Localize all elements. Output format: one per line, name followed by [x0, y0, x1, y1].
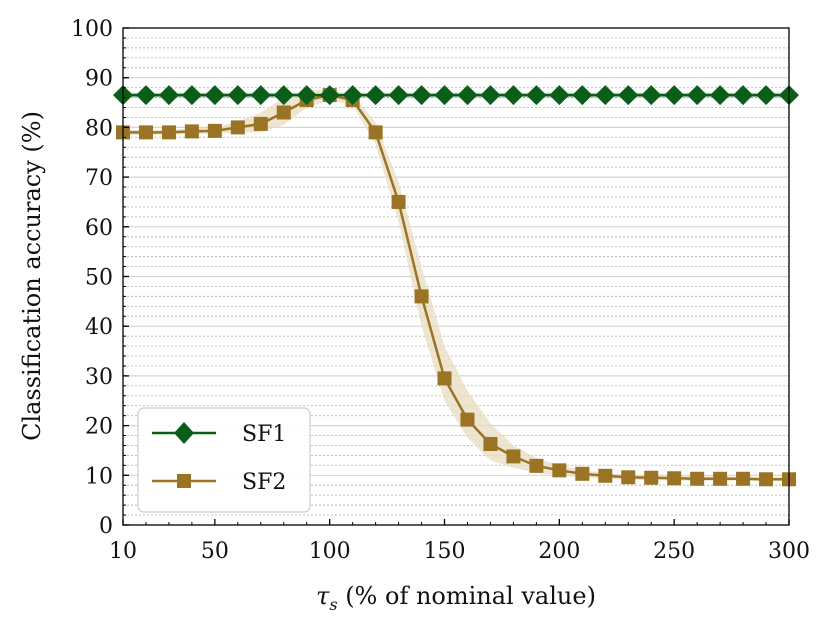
point-sf1 — [181, 85, 202, 106]
y-tick-label: 50 — [85, 266, 113, 291]
point-sf1 — [135, 85, 156, 106]
point-sf1 — [618, 85, 639, 106]
x-tick-label: 50 — [201, 539, 229, 564]
point-sf1 — [365, 85, 386, 106]
point-sf1 — [733, 85, 754, 106]
point-sf1 — [434, 85, 455, 106]
point-sf1 — [595, 85, 616, 106]
point-sf2 — [184, 124, 199, 139]
legend: SF1 SF2 — [137, 407, 311, 513]
y-tick-label: 10 — [85, 464, 113, 489]
point-sf1 — [250, 85, 271, 106]
point-sf1 — [756, 85, 777, 106]
point-sf1 — [664, 85, 685, 106]
point-sf2 — [138, 125, 153, 140]
point-sf2 — [161, 125, 176, 140]
point-sf2 — [644, 470, 659, 485]
legend-label-sf1: SF1 — [242, 422, 286, 447]
x-axis-symbol: τ — [316, 582, 330, 610]
point-sf2 — [253, 116, 268, 131]
point-sf1 — [526, 85, 547, 106]
point-sf1 — [411, 85, 432, 106]
point-sf2 — [529, 458, 544, 473]
point-sf2 — [575, 466, 590, 481]
point-sf2 — [598, 468, 613, 483]
series — [113, 85, 799, 487]
point-sf2 — [506, 449, 521, 464]
point-sf2 — [460, 412, 475, 427]
point-sf2 — [391, 194, 406, 209]
point-sf2 — [736, 471, 751, 486]
point-sf1 — [158, 85, 179, 106]
x-tick-label: 200 — [538, 539, 580, 564]
x-tick-label: 250 — [653, 539, 695, 564]
point-sf1 — [641, 85, 662, 106]
point-sf1 — [227, 85, 248, 106]
point-sf2 — [368, 125, 383, 140]
point-sf2 — [437, 371, 452, 386]
point-sf2 — [690, 471, 705, 486]
point-sf1 — [710, 85, 731, 106]
y-tick-label: 40 — [85, 315, 113, 340]
point-sf1 — [572, 85, 593, 106]
point-sf2 — [483, 436, 498, 451]
x-tick-label: 10 — [109, 539, 137, 564]
point-sf1 — [204, 85, 225, 106]
y-tick-label: 70 — [85, 166, 113, 191]
x-axis-subscript: s — [329, 595, 337, 614]
point-sf2 — [207, 123, 222, 138]
point-sf1 — [503, 85, 524, 106]
y-tick-label: 60 — [85, 216, 113, 241]
point-sf2 — [759, 472, 774, 487]
point-sf1 — [480, 85, 501, 106]
point-sf1 — [273, 85, 294, 106]
point-sf2 — [713, 471, 728, 486]
legend-label-sf2: SF2 — [242, 470, 286, 495]
y-tick-label: 0 — [99, 514, 113, 539]
y-tick-label: 20 — [85, 415, 113, 440]
y-tick-label: 30 — [85, 365, 113, 390]
point-sf1 — [687, 85, 708, 106]
point-sf2 — [667, 471, 682, 486]
y-tick-label: 90 — [85, 67, 113, 92]
y-axis-label: Classification accuracy (%) — [18, 111, 46, 441]
x-tick-label: 100 — [309, 539, 351, 564]
point-sf2 — [276, 105, 291, 120]
point-sf1 — [296, 85, 317, 106]
legend-marker-sf2 — [177, 474, 191, 488]
y-tick-label: 80 — [85, 116, 113, 141]
point-sf1 — [457, 85, 478, 106]
point-sf2 — [552, 463, 567, 478]
point-sf1 — [319, 85, 340, 106]
y-tick-label: 100 — [71, 17, 113, 42]
point-sf2 — [230, 120, 245, 135]
point-sf2 — [621, 470, 636, 485]
x-axis-label: τs (% of nominal value) — [316, 582, 596, 614]
legend-marker-sf1 — [174, 422, 194, 444]
x-tick-label: 150 — [424, 539, 466, 564]
point-sf1 — [388, 85, 409, 106]
x-tick-label: 300 — [768, 539, 810, 564]
x-axis-label-text: (% of nominal value) — [338, 582, 596, 610]
point-sf1 — [342, 85, 363, 106]
point-sf2 — [414, 289, 429, 304]
point-sf1 — [549, 85, 570, 106]
